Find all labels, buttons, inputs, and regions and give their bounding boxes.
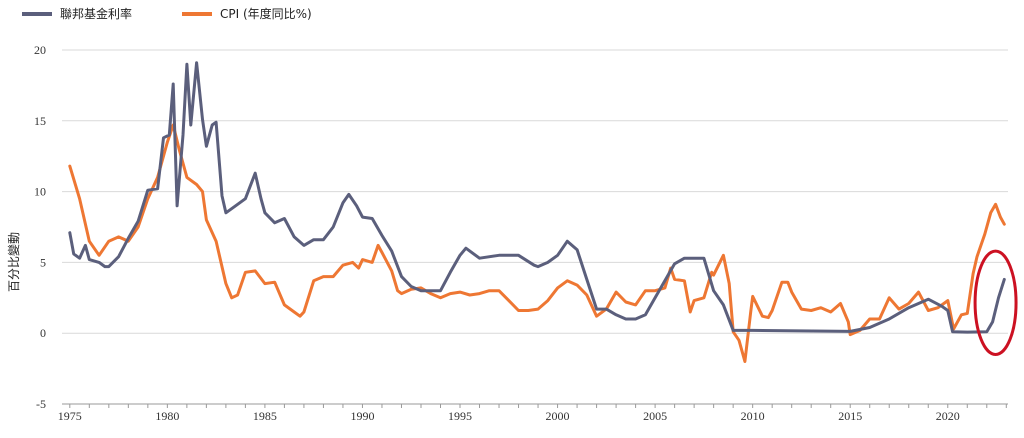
x-tick-label: 1995 xyxy=(448,409,472,423)
y-tick-label: 0 xyxy=(40,326,46,340)
highlight-ellipse xyxy=(973,249,1018,356)
gridlines xyxy=(62,49,1008,405)
x-tick-label: 2015 xyxy=(838,409,862,423)
y-tick-label: 10 xyxy=(34,185,46,199)
y-tick-label: 15 xyxy=(34,114,46,128)
legend-label-cpi: CPI (年度同比%) xyxy=(220,6,312,21)
x-tick-label: 2020 xyxy=(936,409,960,423)
x-tick-label: 1985 xyxy=(253,409,277,423)
x-tick-label: 2005 xyxy=(643,409,667,423)
series-lines xyxy=(68,61,1006,363)
y-tick-label: -5 xyxy=(36,397,46,411)
x-tick-label: 1975 xyxy=(58,409,82,423)
y-tick-label: 20 xyxy=(34,43,46,57)
legend: 聯邦基金利率 CPI (年度同比%) xyxy=(22,6,312,21)
series-line-cpi xyxy=(68,123,1006,363)
x-tick-label: 1990 xyxy=(350,409,374,423)
series-line-fed-funds xyxy=(68,61,1006,334)
axes: -5 0 5 10 15 20 1975 1980 1985 1990 1995 2000 2005 20… xyxy=(34,43,1008,423)
x-tick-label: 2010 xyxy=(741,409,765,423)
legend-label-fed-funds: 聯邦基金利率 xyxy=(60,6,132,21)
y-tick-label: 5 xyxy=(40,255,46,269)
annotations xyxy=(973,249,1018,356)
x-tick-label: 2000 xyxy=(546,409,570,423)
y-axis-label: 百分比變動 xyxy=(6,232,21,292)
x-tick-label: 1980 xyxy=(155,409,179,423)
